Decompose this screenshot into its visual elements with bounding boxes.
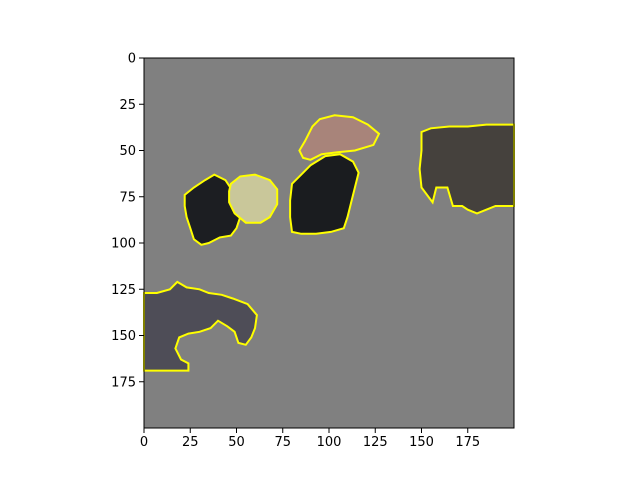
x-tick-label: 75 [274, 435, 291, 450]
image-regions [143, 114, 515, 372]
y-tick-label: 25 [119, 98, 136, 113]
x-tick-label: 150 [409, 435, 434, 450]
dark-fur-patch-left [183, 173, 242, 246]
x-tick-label: 100 [317, 435, 342, 450]
x-tick-label: 175 [455, 435, 480, 450]
gray-fur-patch-lower-left [143, 280, 258, 372]
dark-body-patch-center [289, 153, 360, 235]
x-tick-label: 125 [363, 435, 388, 450]
y-tick-label: 125 [111, 283, 136, 298]
beak-patch [298, 114, 381, 161]
y-tick-label: 150 [111, 329, 136, 344]
y-tick-label: 0 [128, 52, 136, 67]
y-tick-label: 75 [119, 190, 136, 205]
x-tick-label: 0 [140, 435, 148, 450]
x-tick-label: 25 [182, 435, 199, 450]
y-tick-label: 50 [119, 144, 136, 159]
pale-feather-patch [228, 173, 279, 224]
x-axis-ticks: 0 25 50 75 100 125 150 175 [140, 428, 480, 450]
y-axis-ticks: 0 25 50 75 100 125 150 175 [111, 52, 144, 390]
y-tick-label: 175 [111, 375, 136, 390]
x-tick-label: 50 [228, 435, 245, 450]
gray-fur-patch-right [418, 123, 515, 215]
y-tick-label: 100 [111, 237, 136, 252]
